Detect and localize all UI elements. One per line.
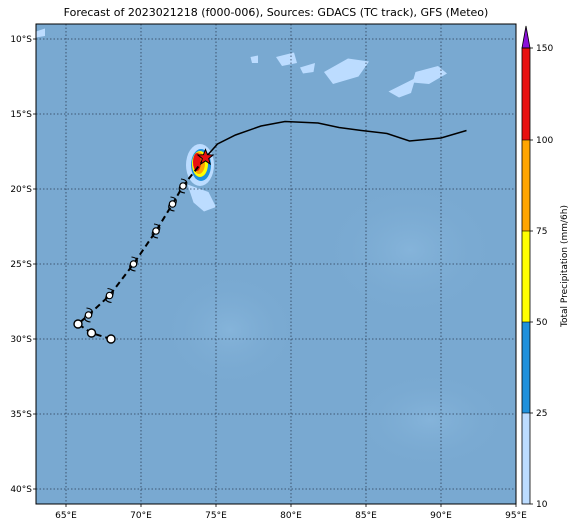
lon-tick-label: 85°E [355,511,377,521]
storm-position-marker [179,182,187,190]
storm-position-marker [152,227,160,235]
colorbar-tick-label: 150 [536,44,553,54]
lon-tick-label: 65°E [55,511,77,521]
map-title: Forecast of 2023021218 (f000-006), Sourc… [63,6,489,19]
past-track-line [76,156,207,340]
current-position-star-icon [196,148,215,166]
lat-tick-label: 40°S [10,485,32,495]
lat-tick-label: 20°S [10,185,32,195]
map-gridlines [36,24,516,504]
land-patch-7 [36,28,45,38]
forecast-track-line [204,120,467,158]
track-point-marker [106,334,116,344]
colorbar-tick-label: 25 [536,409,547,419]
land-patch-2 [276,52,297,66]
colorbar-band [522,322,530,413]
track-point-marker [73,319,83,329]
lat-tick-label: 10°S [10,35,32,45]
colorbar-extend-arrow [521,25,531,49]
colorbar-tick-label: 100 [536,136,553,146]
lat-tick-label: 25°S [10,260,32,270]
lon-tick-label: 95°E [505,511,527,521]
storm-position-marker [129,260,138,268]
lat-tick-label: 15°S [10,110,32,120]
colorbar-band [522,231,530,322]
precipitation-blob [186,144,214,186]
land-patch-5 [300,63,315,74]
colorbar-band [522,413,530,504]
colorbar: 10 25 50 75 100 150 Total Precipitation (mm/6h… [521,25,570,510]
track-point-marker [86,328,97,338]
colorbar-tick-label: 10 [536,500,548,510]
lon-tick-label: 80°E [280,511,302,521]
land-patch-4 [388,78,416,98]
land-patch-1 [324,58,369,84]
colorbar-band [522,48,530,140]
lon-tick-label: 90°E [430,511,452,521]
lon-tick-label: 70°E [130,511,152,521]
lat-tick-label: 35°S [10,410,32,420]
land-patch-6 [250,55,258,63]
lon-tick-label: 75°E [205,511,227,521]
colorbar-tick-label: 75 [536,227,547,237]
colorbar-band [522,140,530,231]
colorbar-tick-label: 50 [536,318,548,328]
lat-tick-label: 30°S [10,335,32,345]
land-patch-3 [412,66,447,84]
storm-position-marker [105,291,114,300]
land-patch-8 [187,184,216,212]
storm-position-marker [84,311,93,319]
colorbar-label: Total Precipitation (mm/6h) [560,205,570,328]
storm-position-marker [168,200,177,208]
